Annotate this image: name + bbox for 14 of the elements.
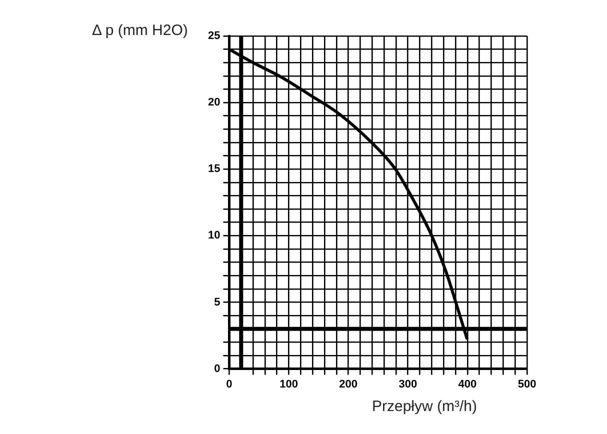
y-tick-label: 10 — [208, 230, 220, 242]
x-tick-label: 500 — [518, 378, 536, 390]
x-axis-title: Przepływ (m³/h) — [372, 398, 478, 415]
y-tick-label: 0 — [214, 362, 220, 375]
y-axis-title: Δ p (mm H2O) — [92, 22, 188, 39]
x-tick-label: 400 — [458, 378, 477, 390]
y-tick-label: 20 — [208, 96, 220, 109]
y-tick-label: 5 — [214, 296, 220, 308]
x-tick-label: 0 — [226, 378, 232, 390]
x-tick-label: 200 — [339, 378, 358, 390]
x-tick-label: 300 — [398, 378, 418, 390]
y-tick-label: 25 — [208, 30, 220, 42]
y-tick-label: 15 — [208, 163, 220, 176]
x-tick-label: 100 — [280, 378, 298, 390]
